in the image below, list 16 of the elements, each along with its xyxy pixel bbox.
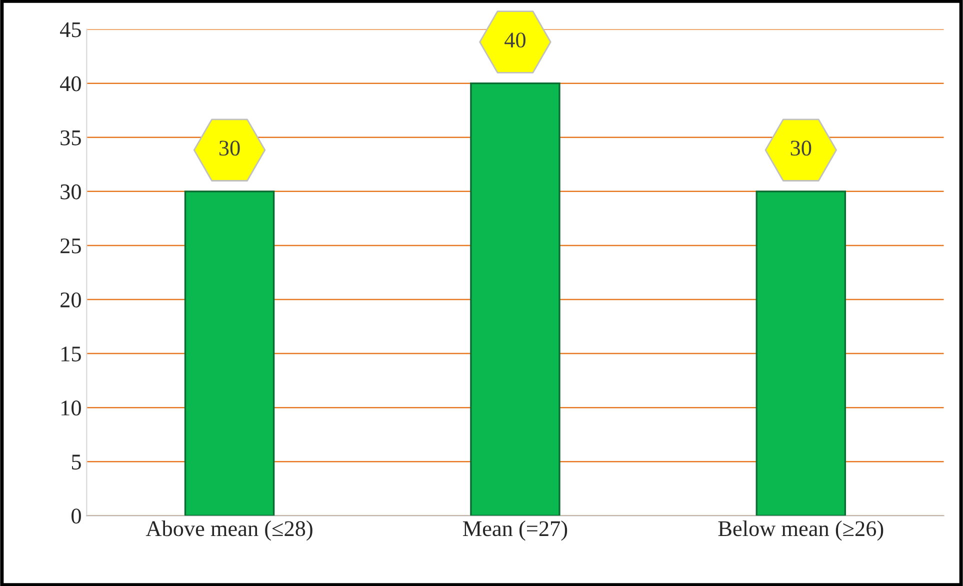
y-tick-label: 15 xyxy=(62,346,81,362)
x-tick-label: Below mean (≥26) xyxy=(718,520,884,541)
y-tick-label: 20 xyxy=(60,292,81,308)
y-tick-label: 45 xyxy=(60,22,81,38)
x-tick-label: Mean (=27) xyxy=(462,520,568,541)
data-label: 30 xyxy=(790,140,812,156)
y-tick-label: 0 xyxy=(72,508,81,524)
y-tick-label: 40 xyxy=(60,76,81,92)
x-tick-label: Above mean (≤28) xyxy=(146,520,312,541)
y-tick-label: 30 xyxy=(60,184,81,200)
y-tick-label: 25 xyxy=(60,238,81,254)
data-label: 40 xyxy=(504,32,526,48)
y-tick-label: 10 xyxy=(62,400,81,416)
data-label: 30 xyxy=(219,140,240,156)
y-tick-label: 5 xyxy=(72,454,81,470)
y-tick-label: 35 xyxy=(60,130,81,146)
